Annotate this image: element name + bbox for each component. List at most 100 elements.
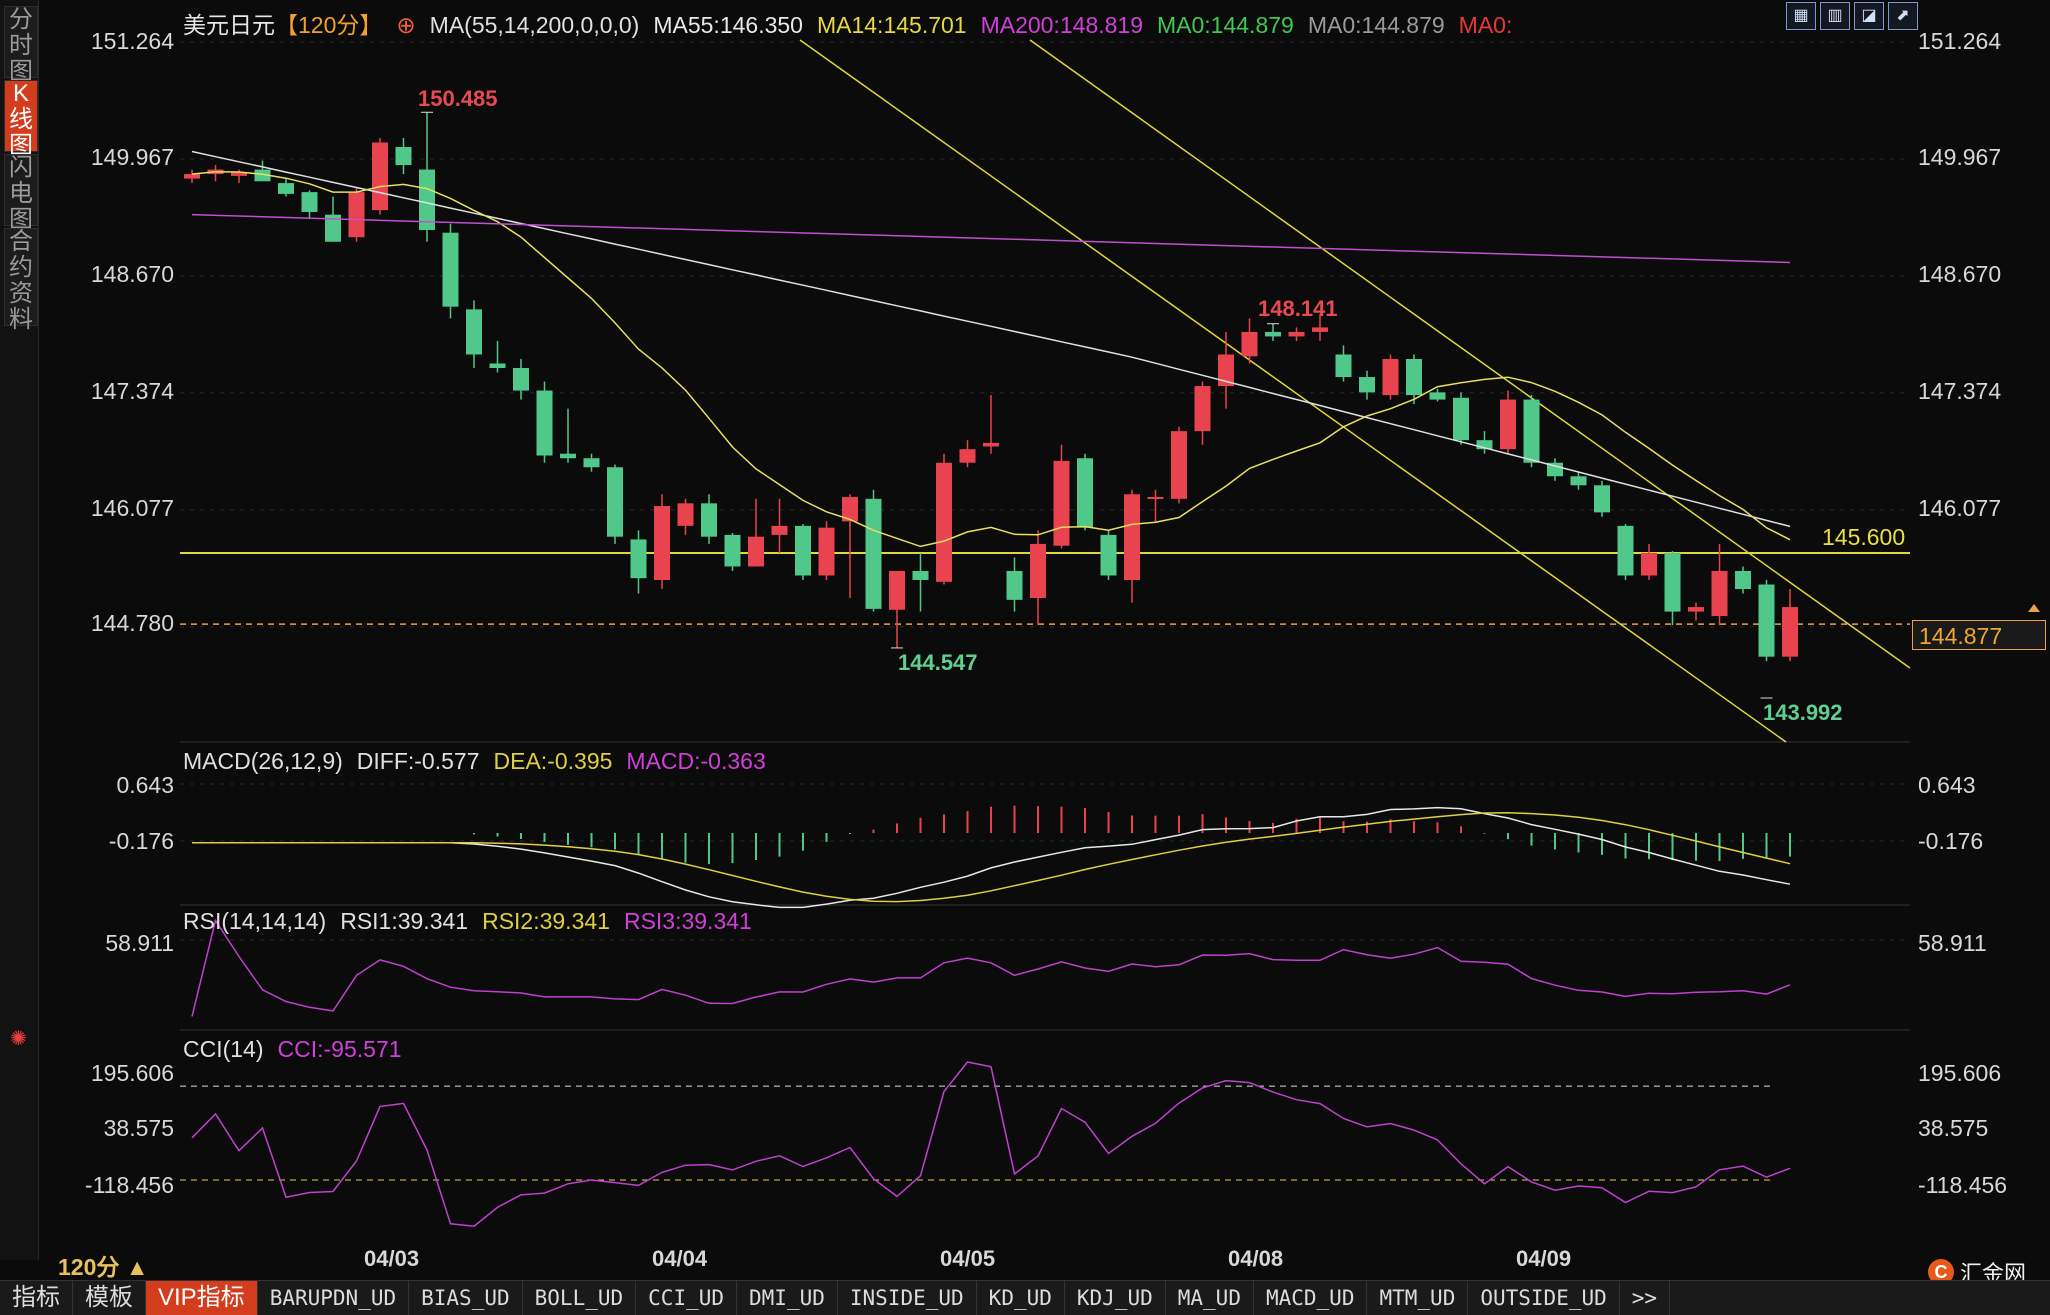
candle-body: [1594, 485, 1610, 513]
candle-body: [1523, 399, 1540, 463]
toolbar-inside[interactable]: INSIDE_UD: [838, 1281, 977, 1315]
candle-body: [1782, 607, 1798, 657]
candle-body: [278, 183, 294, 194]
macd-dea: DEA:-0.395: [493, 748, 613, 774]
x-date-label: 04/03: [364, 1246, 420, 1271]
ma14-line: [191, 171, 1791, 548]
candle-body: [1241, 331, 1258, 357]
candle-body: [231, 172, 247, 176]
candle-body: [912, 570, 929, 581]
ma55-value: MA55:146.350: [653, 12, 803, 38]
tab-kline-chart[interactable]: K线图: [4, 80, 38, 159]
candle-body: [724, 534, 741, 567]
candle-body: [536, 390, 553, 456]
toolbar-outside[interactable]: OUTSIDE_UD: [1468, 1281, 1620, 1315]
candle-body: [1124, 494, 1140, 581]
candle-body: [1500, 399, 1516, 450]
candle-body: [1429, 392, 1446, 400]
x-date-label: 04/05: [940, 1246, 996, 1271]
candle-body: [1547, 462, 1563, 477]
candle-body: [865, 498, 882, 609]
macd-y-tick: -0.176: [108, 828, 174, 854]
rsi2-value: RSI2:39.341: [482, 908, 610, 934]
rsi-legend: RSI(14,14,14) RSI1:39.341 RSI2:39.341 RSI3:…: [183, 908, 766, 935]
candle-body: [654, 506, 670, 581]
toolbar-vip-indicators[interactable]: VIP指标: [146, 1281, 258, 1315]
add-icon[interactable]: ⊕: [396, 12, 416, 38]
bar-icon[interactable]: ▥: [1820, 2, 1850, 30]
toolbar-macd[interactable]: MACD_UD: [1254, 1281, 1368, 1315]
candle-body: [1617, 525, 1634, 576]
rsi1-value: RSI1:39.341: [340, 908, 469, 934]
toolbar-dmi[interactable]: DMI_UD: [737, 1281, 838, 1315]
ma0-value-gray: MA0:144.879: [1307, 12, 1445, 38]
y-tick-right: 148.670: [1918, 261, 2002, 287]
toolbar-kdj[interactable]: KDJ_UD: [1065, 1281, 1166, 1315]
ma0-value-red: MA0:: [1458, 12, 1513, 38]
high-annotation: 150.485: [418, 86, 498, 111]
candle-body: [489, 363, 506, 369]
toolbar-barupdn[interactable]: BARUPDN_UD: [258, 1281, 410, 1315]
rsi3-value: RSI3:39.341: [623, 908, 752, 934]
period-tag[interactable]: 【120分】: [275, 12, 383, 38]
ma14-value: MA14:145.701: [816, 12, 967, 38]
macd-title[interactable]: MACD(26,12,9): [183, 748, 343, 774]
main-legend: 美元日元【120分】 ⊕ MA(55,14,200,0,0,0) MA55:146.3…: [183, 6, 1526, 40]
candle-body: [1218, 354, 1234, 387]
candle-body: [419, 169, 435, 230]
chart-toolbar-icons: ▦ ▥ ◪ ⬈: [1786, 2, 1918, 30]
candle-body: [1006, 570, 1023, 600]
period-selector[interactable]: 120分 ▲: [58, 1254, 149, 1280]
cci-legend: CCI(14) CCI:-95.571: [183, 1036, 416, 1063]
cci-line: [191, 1061, 1791, 1227]
last-price-tag: 144.877: [1912, 620, 2046, 650]
candle-body: [1147, 497, 1164, 500]
toolbar-templates[interactable]: 模板: [73, 1281, 146, 1315]
tab-contract-info[interactable]: 合约资料: [4, 228, 38, 333]
kline-chart[interactable]: [0, 0, 2050, 1280]
cci-y-tick: -118.456: [1918, 1172, 2008, 1198]
instrument-name: 美元日元: [183, 12, 275, 38]
macd-diff: DIFF:-0.577: [356, 748, 480, 774]
y-tick-left: 149.967: [90, 144, 174, 170]
toolbar-kd[interactable]: KD_UD: [977, 1281, 1065, 1315]
cursor-icon[interactable]: ◪: [1854, 2, 1884, 30]
high-annotation: 148.141: [1258, 296, 1338, 321]
rsi-y-tick: 58.911: [105, 930, 174, 956]
candle-body: [889, 570, 905, 610]
candle-body: [607, 467, 623, 537]
indicator-name[interactable]: MA(55,14,200,0,0,0): [429, 12, 640, 38]
candle-body: [1053, 460, 1070, 546]
expand-icon[interactable]: ⬈: [1888, 2, 1918, 30]
toolbar-bias[interactable]: BIAS_UD: [409, 1281, 523, 1315]
candle-body: [959, 449, 976, 463]
macd-legend: MACD(26,12,9) DIFF:-0.577 DEA:-0.395 MACD:-…: [183, 748, 780, 775]
candle-body: [1711, 570, 1728, 617]
toolbar-mtm[interactable]: MTM_UD: [1367, 1281, 1469, 1315]
candle-body: [1030, 543, 1046, 599]
candle-body: [795, 525, 811, 576]
candle-body: [372, 142, 388, 211]
candle-body: [1288, 331, 1305, 337]
rsi-title[interactable]: RSI(14,14,14): [183, 908, 327, 934]
candle-body: [1476, 440, 1493, 450]
tab-time-chart[interactable]: 分时图: [4, 6, 38, 85]
candle-body: [395, 147, 412, 166]
settings-gear-icon[interactable]: ✺: [10, 1028, 27, 1050]
candle-body: [1453, 397, 1469, 441]
grid-icon[interactable]: ▦: [1786, 2, 1816, 30]
toolbar-ma[interactable]: MA_UD: [1166, 1281, 1254, 1315]
y-tick-left: 146.077: [90, 495, 174, 521]
cci-y-tick: 195.606: [90, 1060, 174, 1086]
cci-y-tick: 38.575: [1918, 1115, 1989, 1141]
ma200-line: [191, 213, 1791, 264]
toolbar-more[interactable]: >>: [1620, 1281, 1671, 1315]
toolbar-cci[interactable]: CCI_UD: [636, 1281, 738, 1315]
candle-body: [184, 174, 200, 179]
toolbar-boll[interactable]: BOLL_UD: [523, 1281, 637, 1315]
rsi-line: [191, 918, 1791, 1017]
candle-body: [771, 525, 788, 535]
toolbar-indicators[interactable]: 指标: [0, 1281, 73, 1315]
cci-title[interactable]: CCI(14): [183, 1036, 264, 1062]
candle-body: [513, 368, 529, 391]
